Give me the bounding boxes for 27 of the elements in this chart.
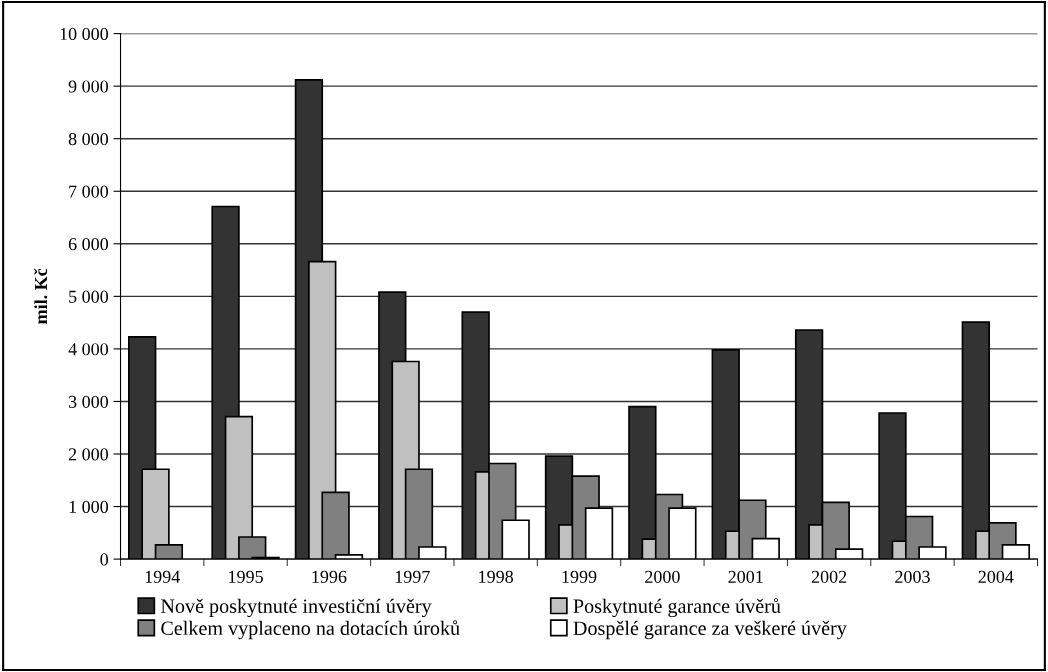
y-tick-label: 5 000	[69, 290, 109, 303]
x-tick-label: 1995	[229, 570, 263, 583]
legend-label: Dospělé garance za veškeré úvěry	[573, 620, 847, 640]
y-axis-title: mil. Kč	[34, 268, 48, 324]
x-tick-label: 1996	[312, 570, 347, 583]
y-tick-label: 10 000	[60, 27, 109, 41]
x-tick-label: 1998	[479, 570, 514, 583]
legend-label: Poskytnuté garance úvěrů	[573, 598, 781, 618]
y-tick-label: 8 000	[68, 132, 109, 146]
y-tick-label: 6 000	[68, 238, 109, 251]
y-tick-label: 3 000	[68, 395, 109, 408]
x-tick-label: 1997	[395, 570, 430, 583]
y-tick-label: 2 000	[68, 448, 109, 461]
y-tick-label: 4 000	[68, 343, 109, 356]
y-tick-label: 1 000	[69, 500, 109, 513]
legend-label: Celkem vyplaceno na dotacích úroků	[161, 620, 460, 640]
x-tick-label: 2004	[978, 570, 1014, 583]
x-tick-label: 1999	[562, 570, 597, 583]
x-tick-label: 2003	[895, 570, 930, 583]
x-tick-label: 2001	[728, 570, 763, 583]
legend-label: Nově poskytnuté investiční úvěry	[160, 598, 432, 618]
x-tick-label: 2002	[811, 570, 847, 583]
x-tick-label: 1994	[145, 570, 180, 583]
y-tick-label: 0	[100, 553, 109, 566]
y-tick-label: 9 000	[68, 80, 109, 93]
x-tick-label: 2000	[645, 570, 680, 583]
y-tick-label: 7 000	[69, 185, 109, 198]
